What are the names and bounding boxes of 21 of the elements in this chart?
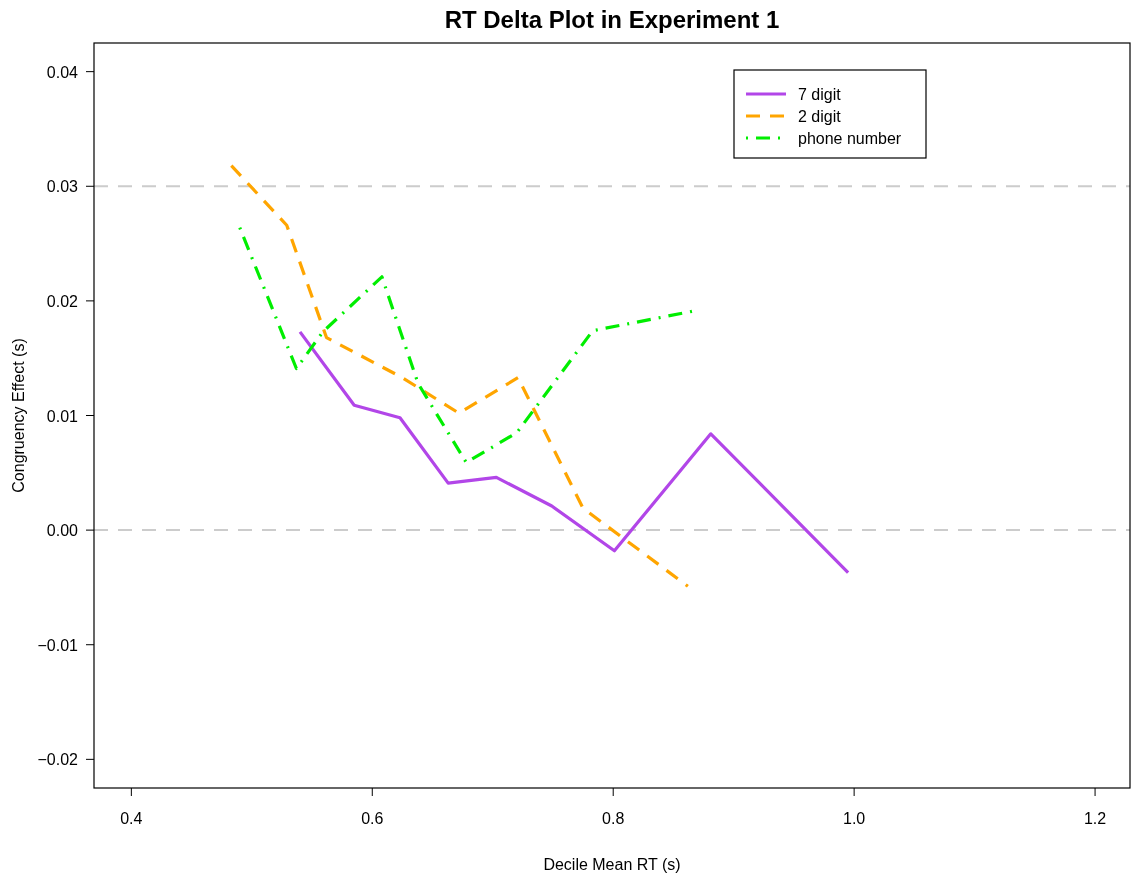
chart-title: RT Delta Plot in Experiment 1 [444, 6, 780, 33]
y-tick-label: 0.03 [46, 178, 79, 196]
line-series [229, 164, 690, 588]
y-tick-label: −0.01 [37, 636, 79, 654]
x-tick-label: 1.2 [1083, 810, 1107, 827]
y-tick-label: 0.04 [46, 63, 79, 81]
y-tick-label: 0.00 [46, 522, 79, 540]
legend-label: 7 digit [798, 86, 842, 103]
x-tick-label: 0.6 [361, 810, 384, 827]
legend-label: phone number [798, 130, 902, 147]
x-tick-label: 1.0 [843, 810, 866, 827]
y-tick-label: 0.02 [46, 292, 79, 310]
y-axis-title: Congruency Effect (s) [10, 338, 27, 493]
x-tick-label: 0.8 [602, 810, 625, 827]
y-tick-label: 0.01 [46, 407, 79, 425]
x-axis-title: Decile Mean RT (s) [543, 856, 681, 873]
line-series [238, 225, 695, 465]
y-tick-label: −0.02 [37, 751, 79, 769]
legend-label: 2 digit [798, 108, 842, 125]
line-series [298, 330, 850, 575]
x-tick-label: 0.4 [120, 810, 143, 827]
